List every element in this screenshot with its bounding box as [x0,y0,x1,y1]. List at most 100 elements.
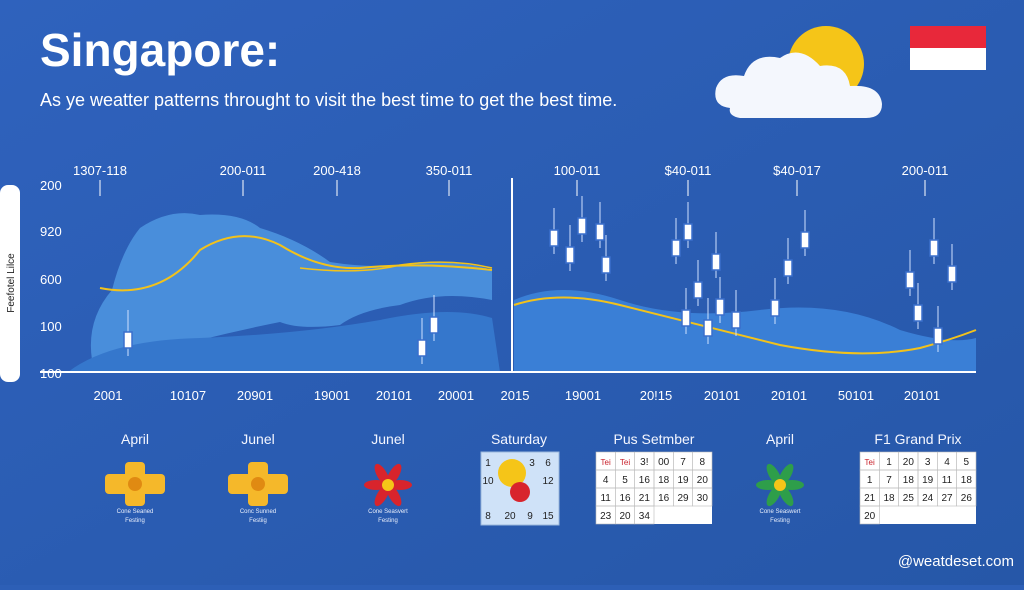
calendar-cell: 10 [482,476,494,487]
calendar-cell: 1 [485,458,491,469]
event-caption: Cone Seaned [117,509,154,515]
calendar-cell: 30 [697,493,709,504]
candle [681,309,691,327]
candle [417,339,427,357]
event-caption: Festing [125,518,145,524]
candle [693,281,703,299]
top-label: 350-011 [426,163,473,178]
top-label: 200-011 [220,163,267,178]
event-icon [128,477,142,491]
candle [783,259,793,277]
candle [601,256,611,274]
calendar-cell: 18 [903,475,915,486]
event-label: April [766,431,794,447]
event-icon [774,479,786,491]
calendar-cell: 1 [886,457,892,468]
chart-panel: Feefotel Lilce [0,178,977,382]
candle [549,229,559,247]
subtitle: As ye weatter patterns throught to visit… [40,90,617,110]
calendar-label: F1 Grand Prix [874,431,961,447]
top-label: 100-011 [554,163,601,178]
calendar-sun [498,459,526,487]
y-label: 200 [40,178,62,193]
event-label: Junel [371,431,404,447]
calendar-cell: 19 [677,475,689,486]
calendar-cell: 5 [964,457,970,468]
calendar-cell: 16 [619,493,631,504]
top-label: $40-011 [665,163,712,178]
flag [910,26,986,70]
calendar-cell: 5 [622,475,628,486]
y-label: 100 [40,366,62,381]
calendar-cell: 27 [941,493,953,504]
bottom-label: 19001 [565,388,601,403]
candle [703,319,713,337]
calendar-cell: 4 [603,475,609,486]
calendar-cell: 34 [639,511,651,522]
candle [671,239,681,257]
calendar-cell: 4 [944,457,950,468]
calendar-grid [634,505,655,525]
candle [683,223,693,241]
calendar-cell: 21 [639,493,651,504]
candle [731,311,741,329]
candle [770,299,780,317]
event-caption: Cone Seaswert [759,509,800,515]
bottom-label: 2001 [94,388,123,403]
calendar-grid [859,505,880,525]
calendar-cell: 15 [542,511,554,522]
candle [711,253,721,271]
calendar-cell: 25 [903,493,915,504]
calendar-cell: 26 [961,493,973,504]
axis-title-box [0,185,20,382]
bottom-label: 10107 [170,388,206,403]
calendar-cell: 8 [485,511,491,522]
bottom-label: 20901 [237,388,273,403]
calendar-cell: Tei [865,458,875,467]
footer-handle: @weatdeset.com [898,553,1014,570]
calendar-cell: 19 [922,475,934,486]
calendar-cell: 12 [542,476,554,487]
candle [595,223,605,241]
calendar-cell: 9 [527,511,533,522]
top-label: 1307-118 [73,163,127,178]
axis-title: Feefotel Lilce [6,253,17,313]
bottom-label: 50101 [838,388,874,403]
calendar-cell: 3 [925,457,931,468]
calendar: 1 3 6 10 12 8 20 9 15 [480,451,560,526]
calendar-cell: 6 [545,458,551,469]
weather-icon [715,26,882,118]
y-label: 100 [40,319,62,334]
candle [929,239,939,257]
calendar-cell: 20 [864,511,876,522]
calendar-grid [692,487,713,507]
calendar-cell: 1 [867,475,873,486]
calendar-cell: 11 [942,475,953,486]
calendar-cell: 18 [658,475,670,486]
bottom-label: 20001 [438,388,474,403]
event-caption: Cone Seasvert [368,509,408,515]
calendar-cell: 18 [883,493,895,504]
top-label: $40-017 [773,163,821,178]
calendar-cell: 7 [886,475,892,486]
bottom-label: 20101 [376,388,412,403]
candle [577,217,587,235]
event-label: April [121,431,149,447]
calendar-cell: 18 [961,475,973,486]
calendar-cell: 11 [600,493,611,504]
calendar-grid [956,487,977,507]
calendar-cell: Tei [601,458,611,467]
calendar: Tei Tei 3! 00 7 8 4 5 16 18 19 20 11 16 21 16 29 30 23 20 34 [595,451,713,525]
candle [913,304,923,322]
candle [905,271,915,289]
bottom-label: 20101 [771,388,807,403]
candle [715,298,725,316]
calendar-cell: 29 [677,493,689,504]
calendar-cell: 24 [922,493,934,504]
event-caption: Conc Sunned [240,509,276,515]
event-label: Junel [241,431,274,447]
bottom-label: 20101 [904,388,940,403]
bottom-label: 19001 [314,388,350,403]
